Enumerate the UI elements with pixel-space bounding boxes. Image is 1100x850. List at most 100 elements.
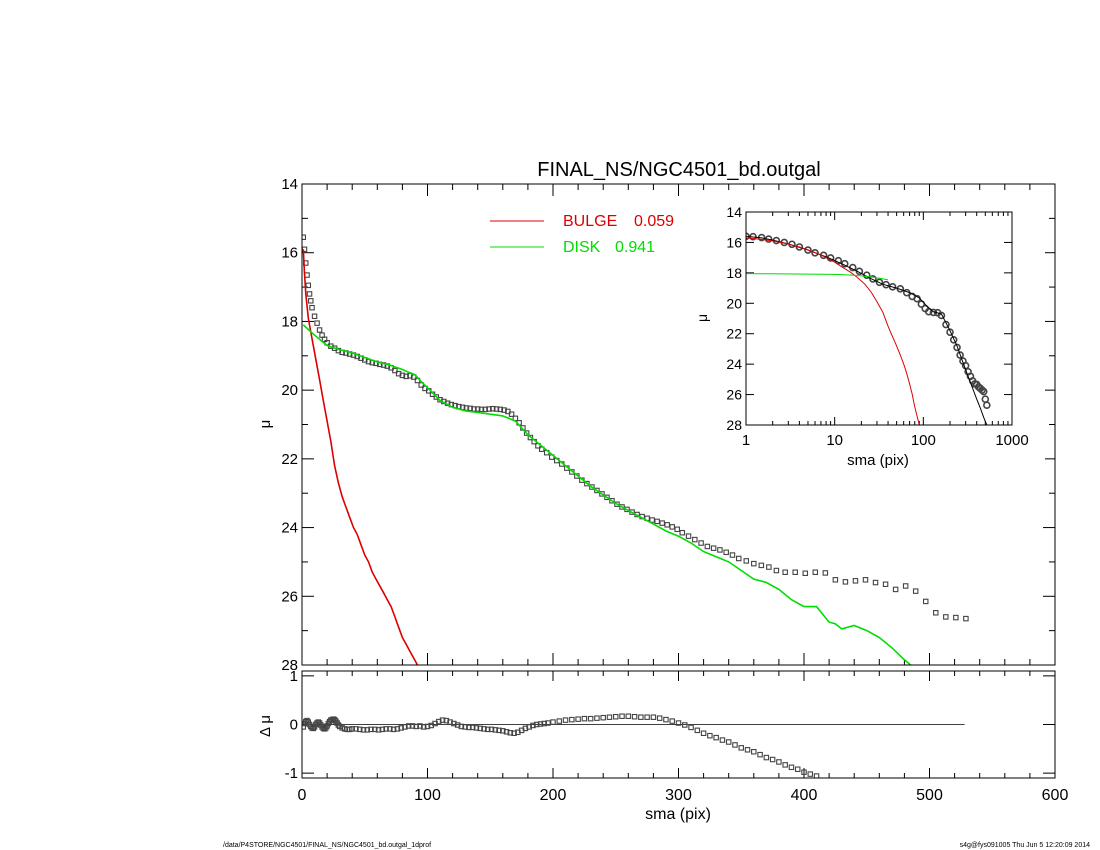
residual-data-point — [575, 716, 581, 722]
main-data-point — [852, 578, 859, 584]
main-data-point — [664, 522, 670, 528]
residual-data-point — [776, 759, 782, 765]
main-data-point — [802, 570, 809, 577]
main-data-point — [478, 406, 485, 413]
residual-data-point — [562, 717, 569, 723]
residual-data-point — [587, 715, 594, 722]
residual-data-point — [541, 720, 547, 727]
legend: BULGE 0.059 DISK 0.941 — [490, 213, 674, 256]
main-data-point — [943, 614, 949, 620]
main-data-point — [399, 372, 406, 379]
main-y-tick-label: 28 — [281, 657, 298, 674]
residual-data-point — [500, 728, 506, 734]
inset-data-point — [946, 328, 954, 336]
main-data-point — [594, 487, 600, 494]
residual-data-point — [744, 747, 751, 753]
main-plot-frame — [301, 183, 1056, 666]
residual-data-point — [581, 715, 588, 722]
residual-data-point — [409, 723, 416, 729]
main-y-tick-label: 14 — [281, 176, 298, 193]
residual-data-point — [356, 726, 363, 733]
main-data-point — [963, 615, 969, 622]
residual-data-point — [394, 726, 401, 732]
residual-data-point — [807, 771, 814, 777]
residual-data-point — [488, 726, 495, 733]
residual-x-tick-label: 500 — [916, 787, 943, 804]
residual-data-point — [477, 725, 483, 732]
inset-axis-ticks: 14 16 18 20 22 24 26 281 10 100 1000 — [726, 204, 1028, 449]
residual-data-point — [302, 724, 307, 730]
footer-file-path: /data/P4STORE/NGC4501/FINAL_NS/NGC4501_b… — [223, 842, 432, 849]
main-data-point — [698, 540, 704, 546]
residual-x-tick-label: 300 — [665, 787, 692, 804]
inset-data-point — [949, 335, 958, 344]
main-data-point — [490, 405, 496, 412]
residual-data-point — [405, 723, 412, 729]
inset-y-tick-label: 26 — [726, 387, 742, 403]
main-data-point — [792, 569, 798, 575]
main-data-point — [649, 517, 655, 523]
main-data-point — [704, 543, 711, 550]
main-data-point — [309, 304, 315, 311]
main-y-tick-label: 22 — [281, 451, 298, 468]
residual-data-point — [606, 714, 613, 720]
main-data-point — [482, 406, 488, 413]
residual-data-point — [638, 714, 644, 720]
main-data-point — [523, 430, 530, 436]
residual-data-point — [650, 714, 657, 720]
inset-x-tick-label: 1000 — [995, 432, 1028, 449]
inset-plot-frame — [745, 211, 1013, 426]
main-data-point — [493, 406, 500, 412]
main-data-point — [604, 494, 610, 501]
main-data-point — [822, 570, 829, 576]
residual-data-point — [402, 724, 408, 730]
main-data-point — [743, 558, 750, 564]
inset-data-point — [953, 343, 961, 352]
residual-data-point — [364, 727, 371, 733]
residual-data-point — [484, 726, 491, 733]
residual-data-point — [368, 726, 374, 733]
residual-data-point — [451, 720, 457, 727]
main-data-point — [584, 480, 590, 487]
legend-disk-value: 0.941 — [615, 239, 655, 256]
legend-bulge-value: 0.059 — [634, 213, 674, 230]
residual-data-point — [707, 732, 713, 739]
inset-y-axis-label: μ — [694, 314, 710, 322]
main-data-point — [953, 614, 959, 621]
main-data-point — [685, 533, 692, 539]
residual-x-tick-label: 200 — [540, 787, 567, 804]
main-data-point — [527, 434, 534, 441]
main-data-point — [766, 564, 772, 570]
main-data-point — [654, 518, 660, 525]
residual-data-point — [383, 726, 389, 732]
residual-data-point — [700, 730, 707, 737]
inset-data-point — [937, 311, 946, 320]
main-data-point — [308, 298, 314, 304]
residual-data-point — [769, 756, 776, 763]
residual-data-point — [782, 762, 788, 768]
residual-data-point — [600, 714, 606, 721]
main-data-point — [773, 567, 780, 574]
residual-data-point — [813, 773, 820, 778]
residual-axis-ticks: 10-10 100 200 300 400 500 600 — [285, 668, 1069, 804]
main-data-point — [723, 549, 729, 556]
residual-data-point — [526, 724, 532, 730]
main-data-point — [679, 529, 686, 536]
inset-data-point — [956, 351, 964, 359]
residual-data-point — [436, 718, 442, 725]
residual-data-point — [556, 718, 563, 724]
main-data-point — [729, 552, 736, 558]
residual-data-point — [732, 742, 738, 748]
main-data-point — [758, 562, 765, 569]
inset-y-tick-label: 16 — [726, 234, 742, 250]
residual-data-point — [360, 727, 367, 733]
residual-data-point — [390, 726, 397, 733]
main-data-point — [508, 411, 515, 417]
residual-data-point — [349, 726, 355, 732]
residual-data-point — [372, 726, 378, 733]
residual-data-point — [738, 745, 744, 751]
residual-data-point — [569, 716, 575, 723]
residual-chart: 10-10 100 200 300 400 500 600 Δ μ sma (pix) — [257, 668, 1068, 823]
residual-data-point — [379, 726, 386, 733]
